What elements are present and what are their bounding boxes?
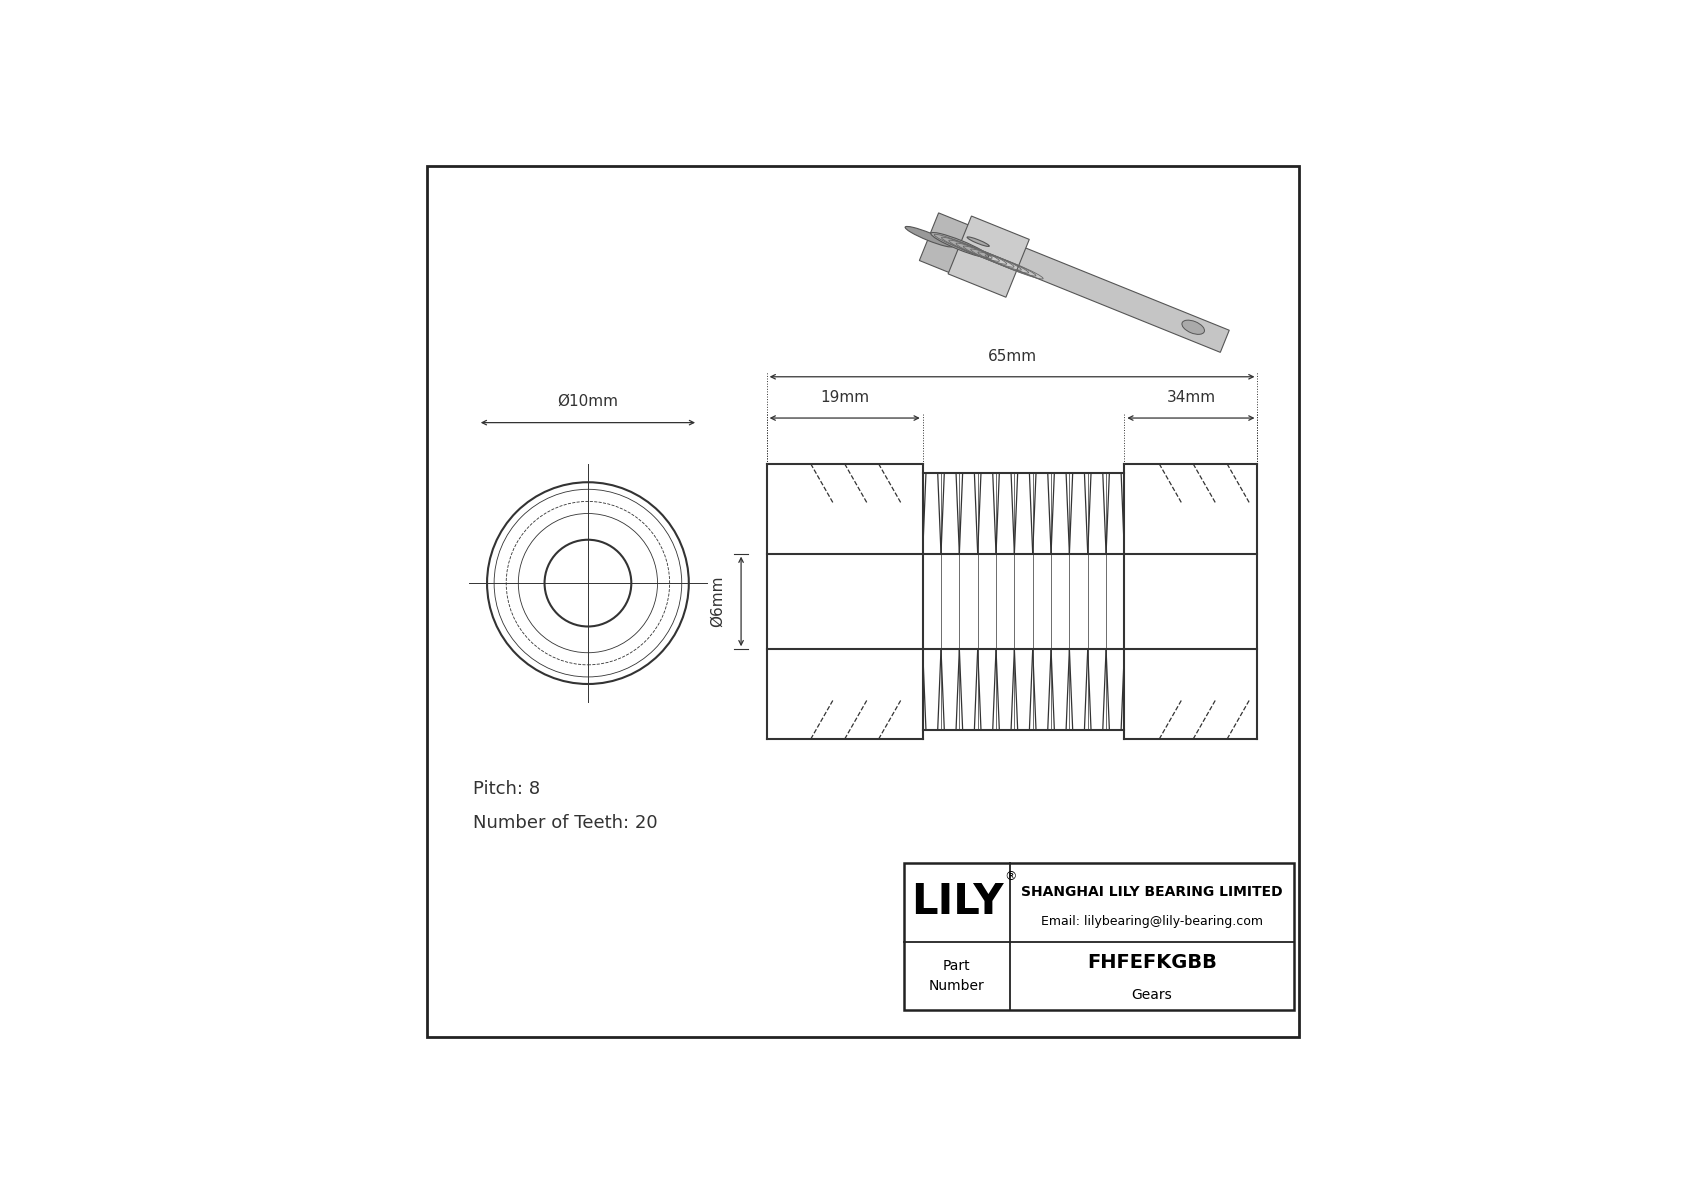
Ellipse shape xyxy=(1182,320,1204,335)
Text: Part
Number: Part Number xyxy=(930,959,985,992)
Text: 34mm: 34mm xyxy=(1167,391,1216,405)
Text: 19mm: 19mm xyxy=(820,391,869,405)
Bar xyxy=(904,862,1293,1010)
Text: Ø6mm: Ø6mm xyxy=(709,575,724,628)
Text: 65mm: 65mm xyxy=(987,349,1037,364)
Text: Number of Teeth: 20: Number of Teeth: 20 xyxy=(473,815,658,833)
Text: FHFEFKGBB: FHFEFKGBB xyxy=(1086,953,1218,972)
Ellipse shape xyxy=(931,232,989,257)
Polygon shape xyxy=(919,213,983,279)
Text: SHANGHAI LILY BEARING LIMITED: SHANGHAI LILY BEARING LIMITED xyxy=(1021,885,1283,899)
Text: Gears: Gears xyxy=(1132,987,1172,1002)
Text: Ø10mm: Ø10mm xyxy=(557,394,618,409)
Text: Pitch: 8: Pitch: 8 xyxy=(473,780,541,798)
Polygon shape xyxy=(973,231,1229,353)
Ellipse shape xyxy=(967,237,989,247)
Polygon shape xyxy=(948,216,1029,298)
Ellipse shape xyxy=(904,226,953,247)
Text: ®: ® xyxy=(1005,871,1017,884)
Text: Email: lilybearing@lily-bearing.com: Email: lilybearing@lily-bearing.com xyxy=(1041,915,1263,928)
Text: LILY: LILY xyxy=(911,881,1004,923)
